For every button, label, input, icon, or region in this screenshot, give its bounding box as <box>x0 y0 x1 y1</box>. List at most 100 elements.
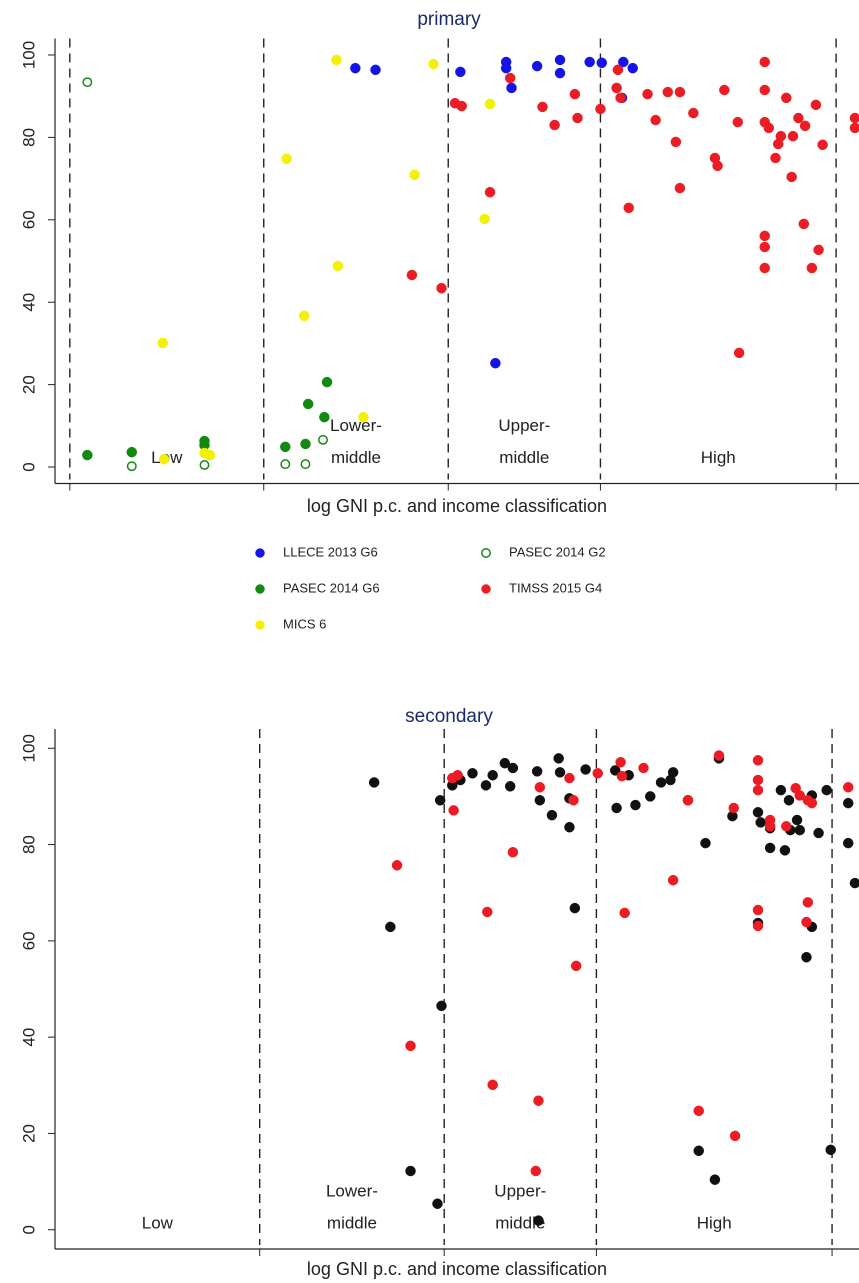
data-point <box>719 84 730 96</box>
data-point <box>759 84 770 96</box>
data-point <box>300 459 311 470</box>
data-point <box>300 438 311 450</box>
data-point <box>752 774 764 786</box>
data-point <box>670 136 682 148</box>
data-point <box>619 907 630 919</box>
data-point <box>781 821 792 832</box>
data-point <box>728 802 740 814</box>
data-point <box>368 777 380 788</box>
data-point <box>455 66 466 78</box>
data-point <box>298 310 310 322</box>
data-point <box>609 765 621 776</box>
data-point <box>752 904 764 916</box>
data-point <box>507 762 519 774</box>
data-point <box>405 1165 416 1177</box>
data-point <box>630 799 641 811</box>
data-point <box>537 101 548 113</box>
data-point <box>755 817 766 828</box>
data-point <box>507 847 519 858</box>
data-point <box>533 1095 544 1106</box>
data-point <box>709 1174 721 1185</box>
data-point <box>595 103 606 115</box>
data-point <box>479 213 490 225</box>
data-point <box>370 64 381 76</box>
data-point <box>752 920 764 932</box>
data-point <box>434 795 446 806</box>
data-point <box>770 152 781 164</box>
data-point <box>580 764 591 775</box>
data-point <box>667 767 679 778</box>
data-point <box>642 88 653 100</box>
y-tick-label: 20 <box>19 375 38 394</box>
data-point <box>534 782 546 793</box>
data-point <box>787 130 799 142</box>
data-point <box>546 809 558 821</box>
data-point <box>763 122 775 134</box>
data-point <box>825 1144 836 1156</box>
data-point <box>799 120 811 132</box>
income-label: Low <box>142 1213 174 1232</box>
income-label: Upper- <box>498 416 550 435</box>
data-point <box>759 241 770 253</box>
data-point <box>793 112 804 124</box>
data-point <box>732 116 744 128</box>
data-point <box>775 130 787 142</box>
data-point <box>584 56 595 68</box>
legend-label: PASEC 2014 G6 <box>283 580 380 595</box>
income-label: Upper- <box>494 1181 546 1200</box>
data-point <box>385 921 396 933</box>
data-point <box>564 772 575 784</box>
data-point <box>506 82 517 94</box>
data-point <box>436 282 447 294</box>
y-tick-label: 0 <box>19 462 38 471</box>
data-point <box>674 182 686 194</box>
data-point <box>806 797 818 809</box>
x-axis-label: log GNI p.c. and income classification <box>307 496 607 516</box>
data-point <box>405 1040 416 1052</box>
data-point <box>157 337 168 349</box>
data-point <box>612 64 624 76</box>
income-label: middle <box>331 448 381 467</box>
data-point <box>842 837 854 849</box>
legend-marker <box>255 584 265 594</box>
data-point <box>452 769 463 781</box>
data-point <box>350 62 361 74</box>
data-point <box>504 781 516 792</box>
data-point <box>281 153 292 165</box>
data-point <box>487 1079 498 1091</box>
data-point <box>779 845 791 856</box>
data-point <box>530 1165 542 1177</box>
data-point <box>650 114 661 126</box>
data-point <box>484 186 496 198</box>
data-point <box>611 82 622 94</box>
data-point <box>321 376 333 388</box>
data-point <box>302 398 314 410</box>
data-point <box>499 757 511 769</box>
data-point <box>553 753 564 764</box>
data-point <box>759 262 770 274</box>
data-point <box>759 56 770 68</box>
data-point <box>810 99 822 111</box>
data-point <box>280 441 291 453</box>
data-point <box>569 902 581 914</box>
data-point <box>199 460 210 470</box>
data-point <box>794 824 805 836</box>
y-tick-label: 20 <box>19 1124 38 1143</box>
data-point <box>570 960 582 972</box>
data-point <box>126 461 137 472</box>
data-point <box>662 86 674 98</box>
y-tick-label: 40 <box>19 1028 38 1047</box>
data-point <box>204 449 216 461</box>
y-tick-label: 100 <box>19 734 38 762</box>
data-point <box>319 411 330 423</box>
data-point <box>406 269 418 281</box>
data-point <box>487 769 498 781</box>
data-point <box>569 88 581 100</box>
x-axis-label: log GNI p.c. and income classification <box>307 1259 607 1279</box>
y-tick-label: 0 <box>19 1225 38 1234</box>
data-point <box>842 782 854 793</box>
legend-label: TIMSS 2015 G4 <box>509 580 602 595</box>
legend-label: MICS 6 <box>283 616 326 631</box>
data-point <box>490 357 501 369</box>
y-tick-label: 60 <box>19 210 38 229</box>
